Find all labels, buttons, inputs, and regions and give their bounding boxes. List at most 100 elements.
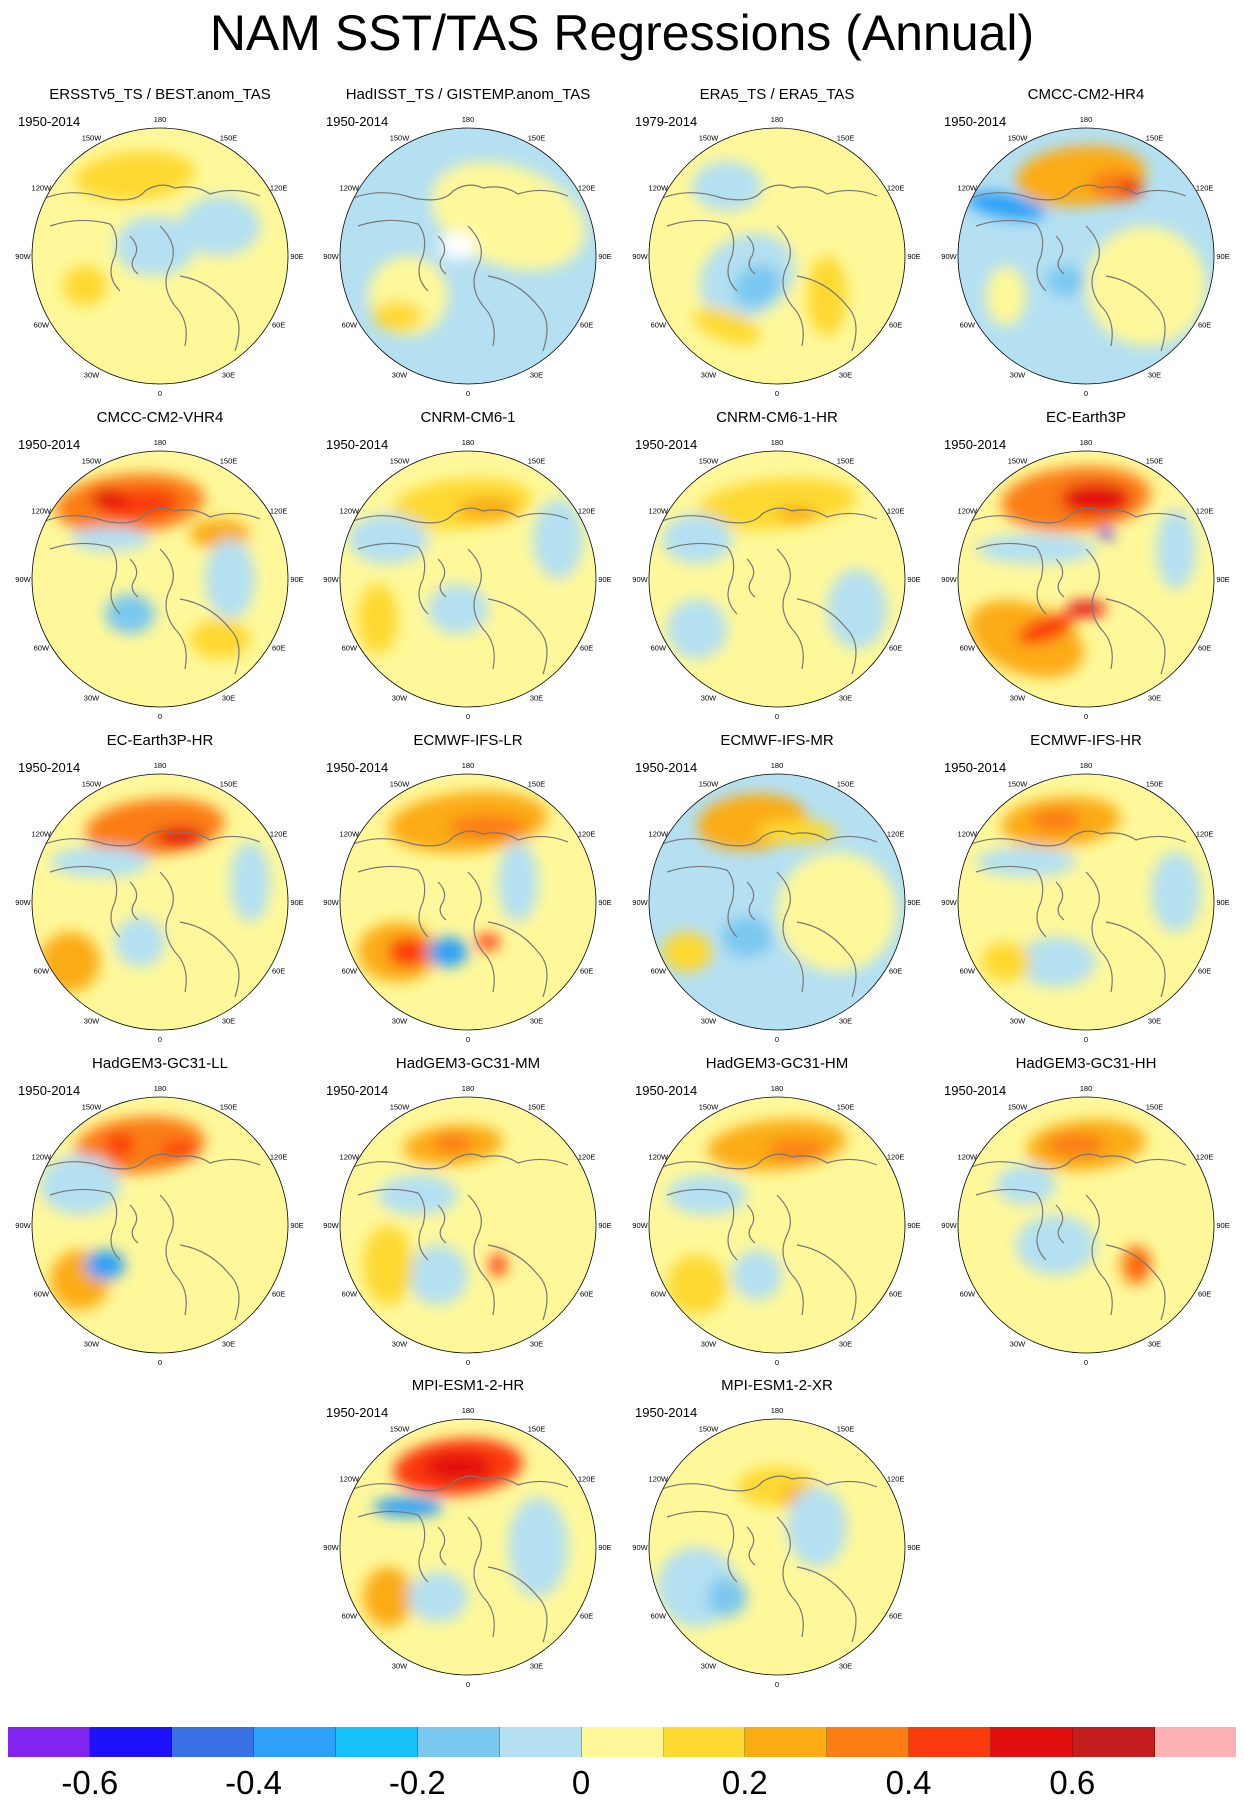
polar-map: 180 150E 120E 90E 60E 30E 0 30W 60W 90W 120W 150W bbox=[632, 1084, 920, 1367]
longitude-label: 30E bbox=[530, 1662, 543, 1671]
map-border bbox=[339, 450, 597, 708]
longitude-label: 120E bbox=[578, 1475, 596, 1484]
panel-title: MPI-ESM1-2-HR bbox=[411, 1377, 525, 1394]
longitude-label: 0 bbox=[158, 1358, 162, 1367]
anomaly-region bbox=[1046, 266, 1086, 296]
anomaly-region bbox=[363, 1567, 413, 1627]
longitude-label: 60E bbox=[580, 1612, 593, 1621]
longitude-label: 120W bbox=[958, 184, 979, 193]
longitude-label: 120E bbox=[1196, 184, 1214, 193]
panel-period: 1950-2014 bbox=[944, 1083, 1007, 1098]
longitude-label: 120W bbox=[958, 1153, 979, 1162]
longitude-label: 150E bbox=[1146, 133, 1164, 142]
panel-period: 1950-2014 bbox=[18, 1083, 81, 1098]
longitude-label: 0 bbox=[775, 1358, 779, 1367]
longitude-label: 30W bbox=[84, 694, 100, 703]
longitude-label: 180 bbox=[462, 438, 475, 447]
longitude-label: 60E bbox=[889, 967, 902, 976]
map-panel: CMCC-CM2-VHR4 1950-2014 180 150E 120E 90E 60E 3… bbox=[10, 409, 310, 721]
anomaly-region bbox=[70, 527, 150, 551]
longitude-label: 90W bbox=[941, 898, 957, 907]
colorbar-swatch bbox=[663, 1727, 746, 1757]
anomaly-region bbox=[777, 852, 897, 972]
panel-title: ERSSTv5_TS / BEST.anom_TAS bbox=[49, 86, 271, 103]
anomaly-region bbox=[373, 1497, 443, 1517]
longitude-label: 150W bbox=[82, 456, 103, 465]
longitude-label: 30W bbox=[701, 1662, 717, 1671]
longitude-label: 30E bbox=[839, 371, 852, 380]
panel-title: CNRM-CM6-1-HR bbox=[716, 409, 838, 426]
longitude-label: 60E bbox=[889, 1290, 902, 1299]
anomaly-region bbox=[378, 1175, 458, 1215]
map-border bbox=[339, 1096, 597, 1354]
longitude-label: 180 bbox=[462, 1406, 475, 1415]
map-border bbox=[31, 450, 289, 708]
polar-map: 180 150E 120E 90E 60E 30E 0 30W 60W 90W 120W 150W bbox=[941, 761, 1229, 1044]
longitude-label: 150W bbox=[699, 456, 720, 465]
anomaly-region bbox=[733, 264, 781, 308]
coastlines bbox=[654, 1475, 878, 1643]
longitude-label: 30E bbox=[222, 694, 235, 703]
anomaly-region bbox=[115, 917, 165, 967]
longitude-label: 90W bbox=[632, 898, 648, 907]
map-border bbox=[648, 773, 906, 1031]
map-panel: ECMWF-IFS-MR 1950-2014 180 150E 120E 90E 60E 30… bbox=[627, 732, 927, 1044]
anomaly-region bbox=[180, 196, 260, 256]
panel-period: 1950-2014 bbox=[18, 114, 81, 129]
map-background bbox=[340, 451, 596, 707]
longitude-label: 180 bbox=[154, 1084, 167, 1093]
longitude-label: 30W bbox=[701, 694, 717, 703]
longitude-label: 150W bbox=[1008, 456, 1029, 465]
longitude-label: 90E bbox=[907, 1543, 920, 1552]
longitude-label: 60W bbox=[960, 644, 976, 653]
anomaly-region bbox=[757, 820, 837, 844]
colorbar-swatch bbox=[335, 1727, 418, 1757]
anomaly-region bbox=[448, 815, 528, 839]
longitude-label: 60E bbox=[580, 967, 593, 976]
map-border bbox=[339, 1418, 597, 1676]
anomaly-region bbox=[40, 1155, 120, 1215]
longitude-label: 90E bbox=[290, 252, 303, 261]
anomaly-region bbox=[807, 256, 847, 336]
map-border bbox=[31, 1096, 289, 1354]
longitude-label: 90W bbox=[15, 575, 31, 584]
longitude-label: 150E bbox=[220, 779, 238, 788]
map-border bbox=[339, 773, 597, 1031]
longitude-label: 60W bbox=[342, 321, 358, 330]
anomaly-region bbox=[373, 301, 423, 331]
longitude-label: 30E bbox=[530, 1017, 543, 1026]
longitude-label: 120E bbox=[578, 1153, 596, 1162]
longitude-label: 150E bbox=[528, 779, 546, 788]
colorbar-tick-label: 0.2 bbox=[721, 1764, 768, 1801]
longitude-label: 90E bbox=[1216, 1221, 1229, 1230]
longitude-label: 150W bbox=[390, 133, 411, 142]
longitude-label: 120W bbox=[32, 830, 53, 839]
panel-title: HadGEM3-GC31-MM bbox=[395, 1055, 541, 1072]
longitude-label: 60W bbox=[342, 967, 358, 976]
anomaly-region bbox=[428, 584, 488, 634]
polar-map: 180 150E 120E 90E 60E 30E 0 30W 60W 90W 120W 150W bbox=[323, 761, 611, 1044]
longitude-label: 90W bbox=[323, 898, 339, 907]
panel-title: HadGEM3-GC31-LL bbox=[92, 1055, 228, 1072]
longitude-label: 150E bbox=[528, 456, 546, 465]
longitude-label: 60E bbox=[272, 321, 285, 330]
longitude-label: 180 bbox=[154, 761, 167, 770]
panel-period: 1950-2014 bbox=[944, 114, 1007, 129]
longitude-label: 60W bbox=[34, 321, 50, 330]
longitude-label: 120E bbox=[578, 184, 596, 193]
polar-map: 180 150E 120E 90E 60E 30E 0 30W 60W 90W 120W 150W bbox=[632, 115, 920, 398]
colorbar-swatch bbox=[581, 1727, 664, 1757]
map-border bbox=[648, 450, 906, 708]
longitude-label: 120W bbox=[340, 184, 361, 193]
colorbar-tick-label: 0.4 bbox=[885, 1764, 932, 1801]
longitude-label: 90W bbox=[323, 1543, 339, 1552]
longitude-label: 60W bbox=[960, 1290, 976, 1299]
anomaly-region bbox=[1066, 601, 1106, 617]
anomaly-region bbox=[408, 1245, 468, 1305]
coastlines bbox=[37, 507, 261, 675]
anomaly-region bbox=[458, 497, 518, 521]
longitude-label: 180 bbox=[462, 115, 475, 124]
colorbar-swatch bbox=[827, 1727, 910, 1757]
anomaly-region bbox=[976, 534, 1096, 564]
longitude-label: 150E bbox=[1146, 779, 1164, 788]
